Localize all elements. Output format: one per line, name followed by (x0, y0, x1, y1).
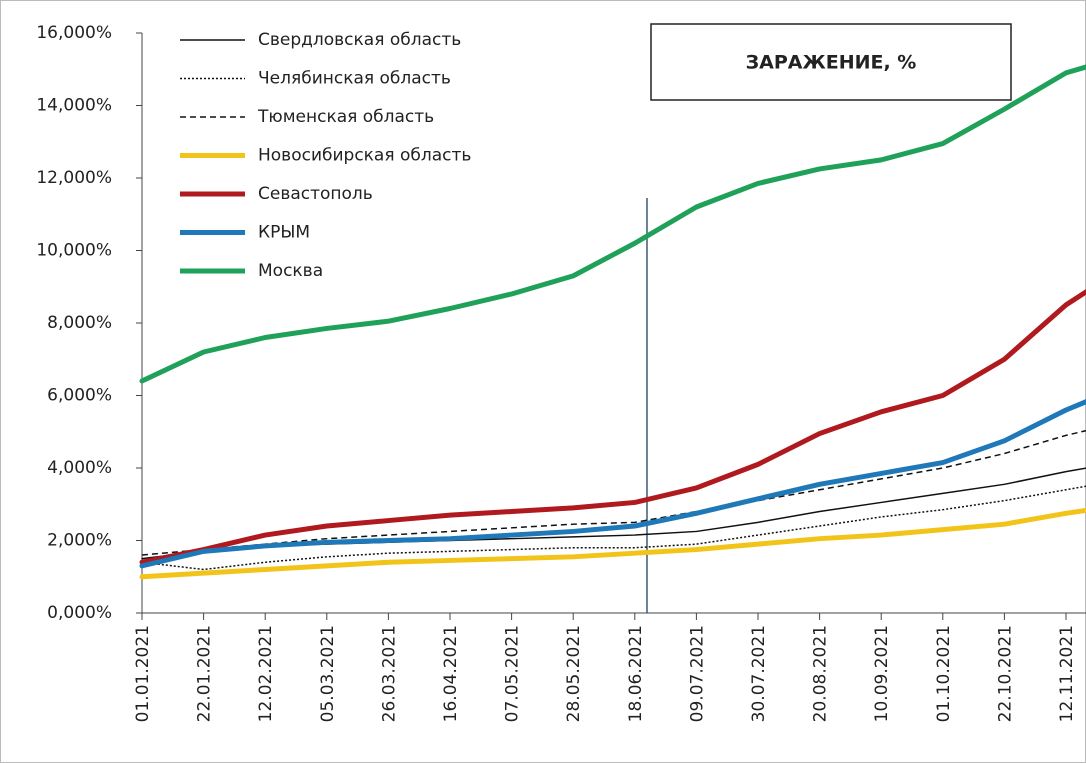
x-tick-label: 26.03.2021 (379, 625, 399, 722)
x-tick-label: 18.06.2021 (626, 625, 646, 722)
x-tick-label: 01.10.2021 (934, 625, 954, 722)
legend-label: Челябинская область (258, 69, 451, 89)
x-tick-label: 07.05.2021 (503, 625, 523, 722)
y-tick-label: 16,000% (36, 23, 112, 43)
x-tick-label: 05.03.2021 (318, 625, 338, 722)
y-tick-label: 12,000% (36, 168, 112, 188)
x-tick-label: 28.05.2021 (564, 625, 584, 722)
legend-label: КРЫМ (258, 223, 310, 243)
series-line (139, 64, 1086, 384)
series-line (139, 507, 1086, 580)
legend-label: Севастополь (258, 184, 373, 204)
title-box (650, 23, 1012, 101)
y-tick-label: 2,000% (47, 531, 112, 551)
series-line (139, 288, 1086, 565)
x-tick-label: 22.10.2021 (995, 625, 1015, 722)
series-line (141, 429, 1086, 556)
legend-label: Москва (258, 261, 323, 281)
y-tick-label: 10,000% (36, 241, 112, 261)
x-tick-label: 12.11.2021 (1057, 625, 1077, 722)
x-tick-label: 09.07.2021 (687, 625, 707, 722)
y-tick-label: 14,000% (36, 96, 112, 116)
y-tick-label: 4,000% (47, 458, 112, 478)
x-tick-label: 30.07.2021 (749, 625, 769, 722)
y-tick-label: 6,000% (47, 386, 112, 406)
y-tick-label: 8,000% (47, 313, 112, 333)
y-tick-label: 0,000% (47, 603, 112, 623)
x-tick-label: 12.02.2021 (256, 625, 276, 722)
x-tick-label: 01.01.2021 (133, 625, 153, 722)
series-line (139, 399, 1086, 569)
x-tick-label: 20.08.2021 (811, 625, 831, 722)
x-tick-label: 16.04.2021 (441, 625, 461, 722)
legend-label: Новосибирская область (258, 146, 471, 166)
series-line (141, 485, 1086, 571)
chart-title: ЗАРАЖЕНИЕ, % (746, 52, 917, 74)
legend-label: Свердловская область (258, 30, 461, 50)
x-tick-label: 22.01.2021 (195, 625, 215, 722)
legend-label: Тюменская область (257, 107, 434, 127)
x-tick-label: 10.09.2021 (872, 625, 892, 722)
